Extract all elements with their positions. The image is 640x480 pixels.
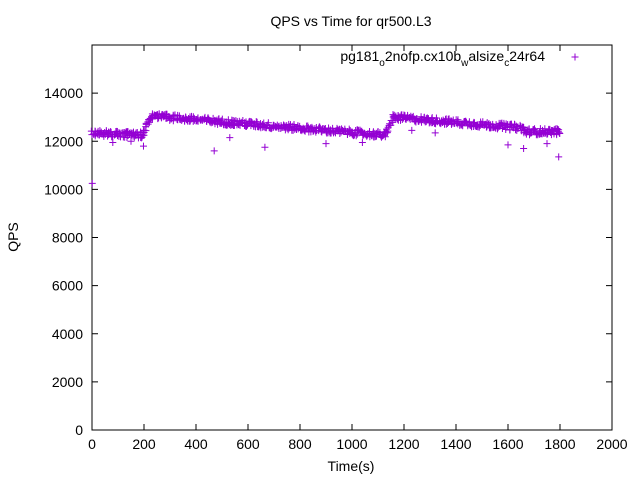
data-point — [454, 116, 462, 124]
data-point-outlier — [88, 179, 96, 187]
data-point-outlier — [408, 126, 416, 134]
data-point — [169, 117, 177, 125]
data-points — [87, 110, 564, 187]
y-tick-label: 8000 — [52, 230, 83, 246]
x-tick-label: 1000 — [336, 436, 367, 452]
data-point-outlier — [504, 141, 512, 149]
x-tick-label: 2000 — [596, 436, 627, 452]
y-tick-label: 4000 — [52, 326, 83, 342]
data-point — [556, 129, 564, 137]
data-point — [352, 132, 360, 140]
x-tick-label: 1200 — [388, 436, 419, 452]
data-point-outlier — [431, 129, 439, 137]
data-point-outlier — [358, 138, 366, 146]
y-tick-label: 12000 — [44, 133, 83, 149]
legend-marker — [571, 53, 579, 61]
legend-part-main: pg181 — [340, 48, 379, 64]
x-tick-label: 800 — [288, 436, 312, 452]
chart-title: QPS vs Time for qr500.L3 — [270, 13, 431, 29]
y-axis-label: QPS — [5, 222, 21, 252]
data-point — [541, 125, 549, 133]
y-axis-ticks: 0 2000 4000 6000 8000 10000 12000 14000 — [44, 85, 612, 438]
x-tick-label: 1600 — [492, 436, 523, 452]
data-point — [386, 120, 394, 128]
data-point — [405, 114, 413, 122]
data-point-outlier — [226, 134, 234, 142]
y-tick-label: 2000 — [52, 374, 83, 390]
x-axis-label: Time(s) — [328, 458, 375, 474]
legend: pg181o2nofp.cx10bwalsizec24r64 — [340, 48, 579, 69]
data-point-outlier — [109, 138, 117, 146]
data-point — [384, 127, 392, 135]
data-point — [104, 132, 112, 140]
x-tick-label: 400 — [184, 436, 208, 452]
legend-part-sub3: c — [504, 58, 509, 69]
data-point-outlier — [210, 147, 218, 155]
data-point — [315, 123, 323, 131]
plot-area-border — [91, 44, 613, 431]
data-point — [553, 125, 561, 133]
y-tick-label: 6000 — [52, 278, 83, 294]
y-tick-label: 0 — [75, 422, 83, 438]
data-point — [145, 118, 153, 126]
data-point — [252, 118, 260, 126]
data-point-outlier — [127, 137, 135, 145]
y-tick-label: 10000 — [44, 181, 83, 197]
data-point — [555, 126, 563, 134]
x-tick-label: 1400 — [440, 436, 471, 452]
legend-part-tail: 24r64 — [509, 48, 545, 64]
legend-part-sub2: w — [460, 58, 469, 69]
x-tick-label: 200 — [132, 436, 156, 452]
data-point — [530, 125, 538, 133]
data-point-outlier — [139, 142, 147, 150]
legend-label: pg181o2nofp.cx10bwalsizec24r64 — [340, 48, 545, 69]
data-point — [232, 117, 240, 125]
data-point — [372, 133, 380, 141]
legend-part-mid1: 2nofp.cx10b — [385, 48, 461, 64]
x-tick-label: 0 — [88, 436, 96, 452]
legend-part-sub1: o — [379, 58, 385, 69]
data-point-outlier — [261, 143, 269, 151]
data-point-outlier — [520, 144, 528, 152]
data-point-outlier — [555, 153, 563, 161]
data-point — [264, 119, 272, 127]
data-point — [253, 118, 261, 126]
x-tick-label: 600 — [236, 436, 260, 452]
x-tick-label: 1800 — [544, 436, 575, 452]
x-axis-ticks: 0 200 400 600 800 1000 1200 1400 1600 1800 2000 — [88, 45, 628, 452]
data-point-outlier — [543, 140, 551, 148]
data-point-outlier — [322, 140, 330, 148]
y-tick-label: 14000 — [44, 85, 83, 101]
legend-plus-marker — [571, 53, 579, 61]
data-point — [544, 130, 552, 138]
legend-part-mid2: alsize — [468, 48, 504, 64]
data-point — [448, 120, 456, 128]
